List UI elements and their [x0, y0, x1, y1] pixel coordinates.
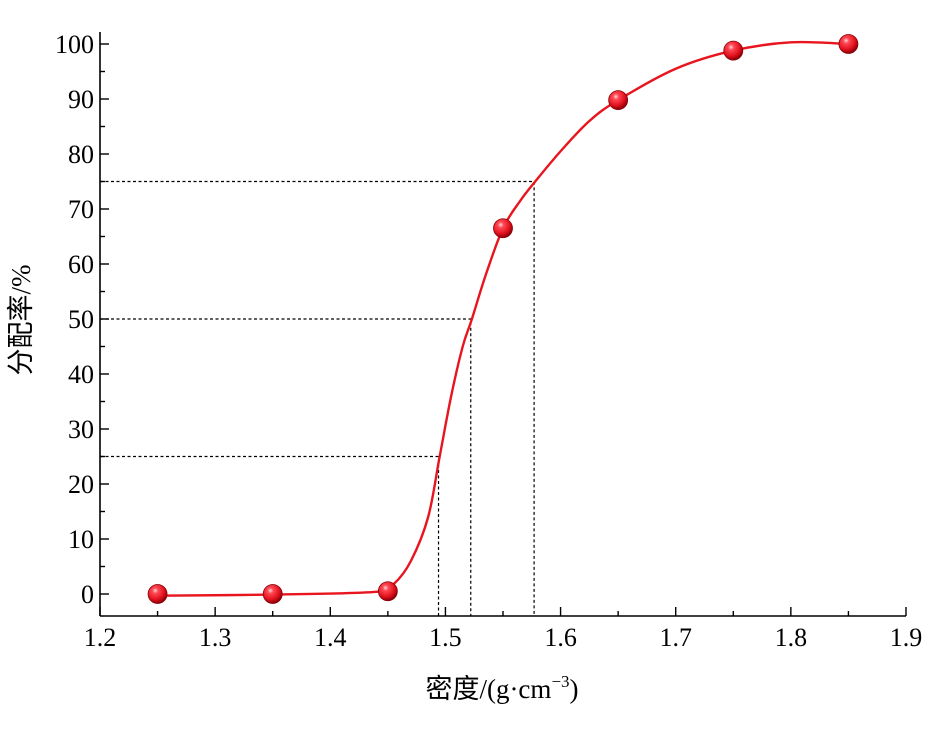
data-point: [723, 40, 744, 61]
data-point: [262, 584, 283, 604]
y-tick-label: 40: [68, 360, 94, 389]
x-tick-label: 1.6: [544, 623, 577, 652]
x-tick-label: 1.3: [199, 623, 232, 652]
guide-line: [100, 318, 472, 616]
x-axis-title-main: 密度/(g·cm: [425, 674, 551, 704]
y-tick-label: 30: [68, 415, 94, 444]
x-axis-title-superscript: −3: [551, 672, 569, 691]
y-tick-label: 60: [68, 250, 94, 279]
x-axis-title: 密度/(g·cm−3): [425, 672, 578, 704]
y-tick-label: 70: [68, 195, 94, 224]
data-point: [493, 218, 513, 239]
guide-line: [100, 180, 535, 616]
y-tick-label: 80: [68, 140, 94, 169]
data-points: [147, 34, 859, 604]
y-axis-title: 分配率/%: [6, 265, 36, 376]
x-tick-label: 1.7: [659, 623, 692, 652]
y-tick-label: 20: [68, 470, 94, 499]
y-tick-label: 100: [55, 30, 94, 59]
x-tick-label: 1.5: [429, 623, 462, 652]
data-point: [147, 584, 168, 604]
guide-lines: [100, 180, 535, 616]
y-tick-label: 90: [68, 85, 94, 114]
y-axis-ticks: 0 10 20 30 40 50 60 70 80 90 100: [55, 30, 109, 609]
x-axis-title-suffix: ): [570, 674, 579, 704]
x-tick-label: 1.4: [314, 623, 347, 652]
y-tick-label: 0: [81, 580, 94, 609]
data-point: [838, 34, 859, 54]
data-point: [377, 581, 398, 602]
x-axis-ticks: 1.2 1.3 1.4 1.5 1.6 1.7 1.8 1.9: [84, 607, 923, 652]
x-tick-label: 1.2: [84, 623, 117, 652]
x-tick-label: 1.8: [775, 623, 808, 652]
y-tick-label: 50: [68, 305, 94, 334]
y-tick-label: 10: [68, 525, 94, 554]
data-point: [608, 90, 629, 110]
x-tick-label: 1.9: [890, 623, 923, 652]
guide-line: [100, 455, 440, 616]
